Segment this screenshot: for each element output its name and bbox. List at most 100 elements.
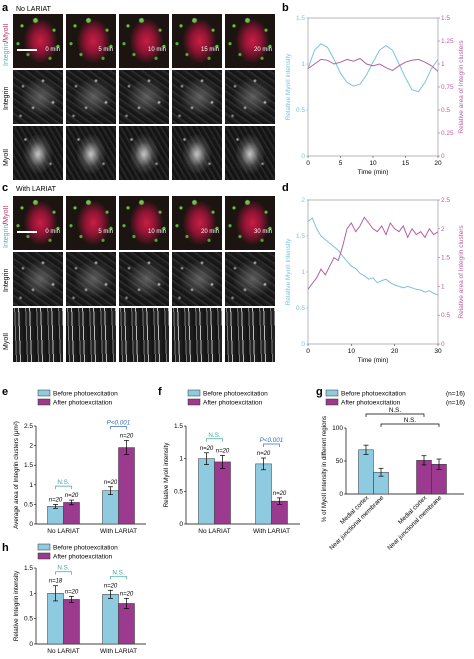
- significance-bracket: [263, 443, 280, 448]
- bar: [118, 447, 135, 525]
- category-label: With LARIAT: [100, 648, 137, 655]
- panel-label-b: b: [282, 2, 289, 14]
- panel-a-micrograph-myoii-2: [119, 126, 169, 180]
- significance-label: N.S.: [208, 432, 220, 439]
- panel-a-micrograph-myoii-1: [66, 126, 116, 180]
- panel-a-micrograph-merge-4: 20 min: [225, 14, 275, 68]
- legend-n: (n=16): [446, 400, 465, 407]
- legend-swatch: [37, 552, 51, 560]
- y-left-tick-label: 0: [301, 153, 305, 160]
- panel-a-condition: No LARIAT: [16, 6, 51, 13]
- significance-label: P<0.001: [107, 420, 131, 427]
- significance-label: N.S.: [404, 417, 416, 424]
- y-tick-label: 1.5: [174, 423, 183, 430]
- significance-label: N.S.: [112, 569, 124, 576]
- bar: [416, 460, 432, 495]
- significance-bracket: [365, 413, 425, 417]
- x-tick-label: 20: [434, 160, 442, 167]
- y-left-axis-label: Relative MyoII intensity: [285, 238, 292, 306]
- significance-bracket: [55, 485, 72, 490]
- n-label: n=20: [120, 434, 134, 440]
- panel-c-micrograph-merge-4: 30 min: [225, 196, 275, 250]
- y-left-tick-label: 0.5: [296, 305, 305, 312]
- panel-c-micrograph-myoii-4: [225, 308, 275, 362]
- y-tick-label: 0: [179, 521, 183, 528]
- x-tick-label: 30: [434, 348, 442, 355]
- chart-b: 0 5 10 15 2000.511.500.250.50.7511.251.5Time…: [285, 15, 465, 176]
- y-tick-label: 0: [29, 641, 33, 648]
- y-tick-label: 100: [332, 425, 343, 432]
- y-right-tick-label: 1.5: [441, 255, 450, 262]
- significance-bracket: [206, 438, 223, 442]
- n-label: n=20: [200, 446, 214, 452]
- y-tick-label: 1: [29, 590, 33, 597]
- significance-bracket: [110, 575, 127, 580]
- panel-c-micrograph-myoii-2: [119, 308, 169, 362]
- x-axis-label: Time (min): [358, 169, 389, 176]
- y-right-tick-label: 2.5: [441, 197, 450, 204]
- legend-n: (n=16): [446, 391, 465, 398]
- bar: [255, 463, 272, 525]
- panel-c-time-label: 0 min: [45, 229, 60, 235]
- y-tick-label: 0.5: [174, 488, 183, 495]
- n-label: n=20: [104, 583, 118, 589]
- series-line-left: [307, 43, 439, 93]
- panel-c-time-label: 10 min: [147, 229, 166, 235]
- legend-label: After photoexcitation: [53, 400, 113, 407]
- x-tick-label: 10: [369, 160, 377, 167]
- legend-label: After photoexcitation: [203, 400, 263, 407]
- panel-c-micrograph-integrin-4: [225, 252, 275, 306]
- panel-c-micrograph-integrin-1: [66, 252, 116, 306]
- legend-swatch: [37, 389, 51, 397]
- panel-a-micrograph-myoii-4: [225, 126, 275, 180]
- chart-g: Before photoexcitation (n=16) After photoe…: [321, 389, 465, 552]
- bar: [358, 449, 374, 495]
- panel-a-micrograph-myoii-0: [13, 126, 63, 180]
- panel-c-time-label: 30 min: [253, 229, 272, 235]
- plot-frame: [307, 17, 439, 157]
- y-right-tick-label: 1.25: [441, 38, 454, 45]
- y-tick-label: 50: [336, 458, 344, 465]
- panel-c-scale-bar: [17, 231, 37, 233]
- panel-label-f: f: [158, 386, 162, 398]
- x-tick-label: 5: [339, 160, 343, 167]
- y-axis-label: Relative Integrin intensity: [13, 570, 20, 641]
- bar: [198, 458, 215, 525]
- panel-a-micrograph-integrin-1: [66, 70, 116, 124]
- category-label: No LARIAT: [198, 528, 230, 535]
- category-label: With LARIAT: [253, 528, 290, 535]
- panel-a-micrograph-myoii-3: [172, 126, 222, 180]
- bar: [63, 599, 80, 645]
- n-label: n=20: [120, 591, 134, 597]
- series-line-left: [307, 217, 439, 296]
- y-tick-label: 0.5: [24, 501, 33, 508]
- bar: [214, 461, 231, 525]
- series-line-right: [307, 57, 439, 72]
- y-tick-label: 0: [29, 521, 33, 528]
- y-left-tick-label: 0: [301, 341, 305, 348]
- y-tick-label: 1.5: [24, 462, 33, 469]
- y-tick-label: 1.5: [24, 565, 33, 572]
- panel-c-time-label: 5 min: [98, 229, 113, 235]
- legend-label: Before photoexcitation: [341, 391, 406, 398]
- panel-c-micrograph-integrin-2: [119, 252, 169, 306]
- n-label: n=20: [104, 480, 118, 486]
- panel-a-micrograph-integrin-3: [172, 70, 222, 124]
- panel-label-g: g: [316, 386, 323, 398]
- bar: [47, 506, 64, 525]
- legend-swatch: [187, 389, 201, 397]
- y-right-tick-label: 1.5: [441, 15, 450, 22]
- y-right-axis-label: Relative area of Integrin clusters: [458, 225, 465, 319]
- y-left-tick-label: 1: [301, 61, 305, 68]
- legend-label: After photoexcitation: [341, 400, 401, 407]
- y-tick-label: 0: [339, 491, 343, 498]
- bar: [102, 594, 119, 645]
- panel-a-time-label: 10 min: [147, 47, 166, 53]
- chart-h: Before photoexcitation After photoexcitat…: [13, 543, 146, 655]
- panel-c-micrograph-merge-3: 20 min: [172, 196, 222, 250]
- y-left-tick-label: 0.5: [296, 107, 305, 114]
- bar: [102, 490, 119, 525]
- legend-swatch: [325, 398, 339, 406]
- legend-label: After photoexcitation: [53, 554, 113, 561]
- y-right-tick-label: 1: [441, 283, 445, 290]
